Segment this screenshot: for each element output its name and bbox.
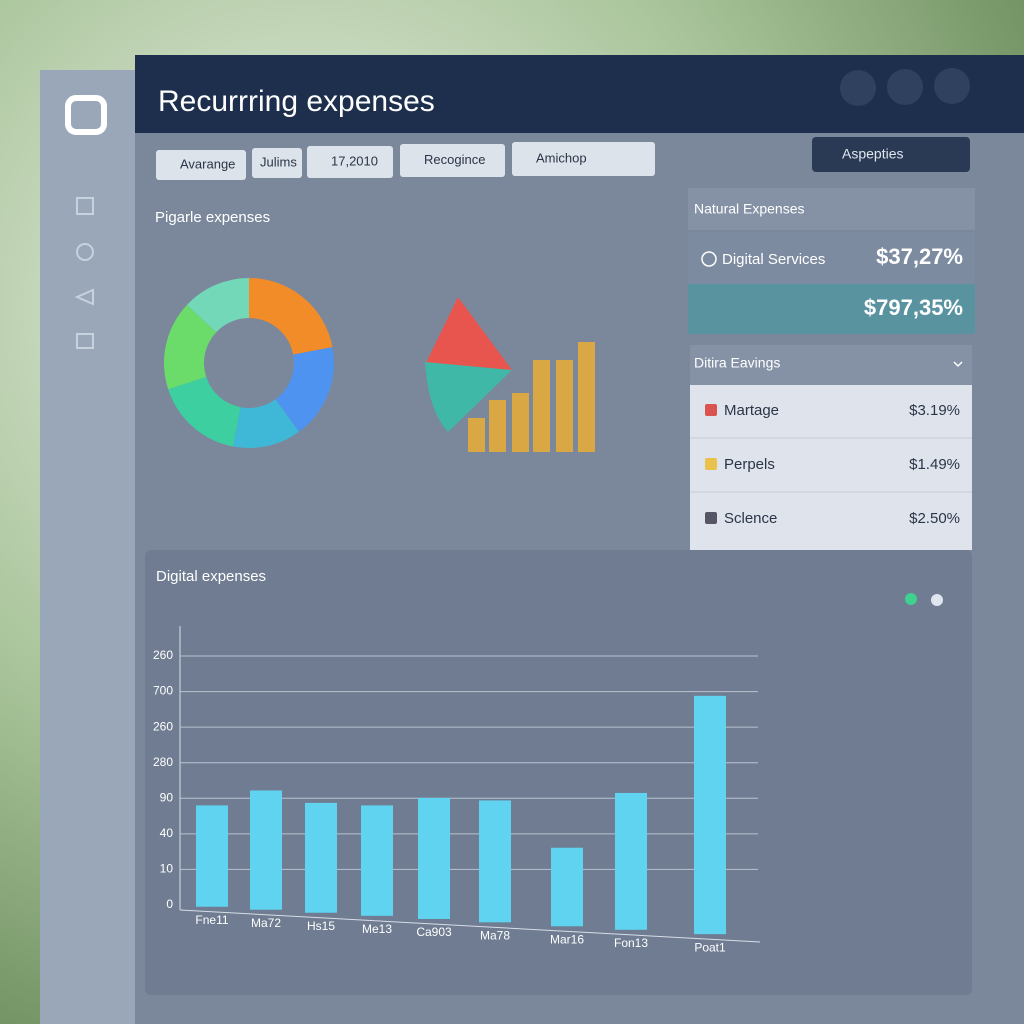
row-label: Martage xyxy=(724,402,779,419)
row-icon xyxy=(701,251,717,267)
search-text: Aspepties xyxy=(842,146,903,162)
x-axis xyxy=(179,909,761,943)
donut-segment xyxy=(275,347,334,432)
y-tick-label: 10 xyxy=(160,862,174,876)
bar xyxy=(615,792,647,930)
donut-segment xyxy=(249,278,333,355)
y-tick-label: 0 xyxy=(166,897,173,911)
search-box[interactable] xyxy=(812,137,970,172)
panel-list xyxy=(690,385,972,550)
filter-label: Recogince xyxy=(424,152,485,167)
filter-label: Avarange xyxy=(180,156,235,171)
bar xyxy=(361,805,393,916)
mini-pie-slice xyxy=(425,297,512,370)
x-tick-label: Ma72 xyxy=(251,916,281,930)
panel-title: Natural Expenses xyxy=(694,201,805,217)
y-tick-label: 260 xyxy=(153,648,173,662)
logo xyxy=(65,95,107,135)
page-title: Recurrring expenses xyxy=(158,85,435,118)
row-icon xyxy=(705,458,717,470)
row-value: $797,35% xyxy=(864,295,963,320)
x-tick-label: Ma78 xyxy=(480,928,510,942)
bar xyxy=(479,800,511,923)
x-tick-label: Mar16 xyxy=(550,932,584,946)
mini-bar xyxy=(512,393,529,452)
home-icon[interactable] xyxy=(76,197,94,215)
donut-segment xyxy=(168,376,241,447)
donut-segment xyxy=(164,304,217,390)
bar xyxy=(305,802,337,913)
filter-label: 17,2010 xyxy=(331,153,378,168)
mini-bar xyxy=(468,418,485,452)
megaphone-icon[interactable] xyxy=(74,288,94,306)
row-icon xyxy=(705,512,717,524)
panel-title: Ditira Eavings xyxy=(694,355,780,371)
mini-pie-slice xyxy=(425,362,512,432)
y-tick-label: 40 xyxy=(160,826,174,840)
clock-icon[interactable] xyxy=(76,243,94,261)
y-tick-label: 700 xyxy=(153,684,173,698)
filter-dropdown[interactable] xyxy=(156,150,246,180)
mini-bar xyxy=(578,342,595,452)
panel-row xyxy=(688,232,975,284)
row-value: $37,27% xyxy=(876,244,963,269)
x-tick-label: Me13 xyxy=(362,922,392,936)
x-tick-label: Fon13 xyxy=(614,936,648,950)
bar xyxy=(551,847,583,927)
lock-button[interactable] xyxy=(887,69,923,105)
filter-label: Julims xyxy=(260,154,297,169)
panel-row-highlight xyxy=(688,284,975,334)
filter-dropdown[interactable] xyxy=(252,148,302,178)
legend-dot xyxy=(905,593,917,605)
panel-header xyxy=(688,188,975,230)
x-tick-label: Poat1 xyxy=(694,940,726,954)
info-button[interactable] xyxy=(840,70,876,106)
bar xyxy=(250,790,282,910)
x-tick-label: Fne11 xyxy=(195,913,228,927)
row-icon xyxy=(705,404,717,416)
x-tick-label: Hs15 xyxy=(307,919,335,933)
mini-bar xyxy=(489,400,506,452)
chart-card xyxy=(145,550,972,995)
filter-dropdown[interactable] xyxy=(512,142,655,176)
row-label: Sclence xyxy=(724,510,777,527)
card-title: Pigarle expenses xyxy=(155,209,270,226)
y-tick-label: 280 xyxy=(153,755,173,769)
y-tick-label: 90 xyxy=(160,790,174,804)
legend-dot xyxy=(931,594,943,606)
row-value: $2.50% xyxy=(909,510,960,527)
bar xyxy=(418,797,450,919)
row-label: Perpels xyxy=(724,456,775,473)
row-value: $3.19% xyxy=(909,402,960,419)
header-bar xyxy=(135,55,1024,133)
mini-bar xyxy=(556,360,573,452)
row-value: $1.49% xyxy=(909,456,960,473)
panel-header[interactable] xyxy=(690,345,972,385)
close-button[interactable] xyxy=(934,68,970,104)
donut-segment xyxy=(233,399,299,448)
filter-label: Amichop xyxy=(536,150,587,165)
y-tick-label: 260 xyxy=(153,719,173,733)
bar xyxy=(196,805,228,907)
filter-dropdown[interactable] xyxy=(400,144,505,177)
chart-title: Digital expenses xyxy=(156,568,266,585)
row-label: Digital Services xyxy=(722,251,825,268)
list-icon[interactable] xyxy=(76,333,94,349)
donut-segment xyxy=(187,278,249,333)
bar xyxy=(694,695,726,935)
sidebar xyxy=(40,70,135,1024)
x-tick-label: Ca903 xyxy=(416,925,452,939)
filter-dropdown[interactable] xyxy=(307,146,393,178)
chevron xyxy=(953,361,963,368)
mini-bar xyxy=(533,360,550,452)
